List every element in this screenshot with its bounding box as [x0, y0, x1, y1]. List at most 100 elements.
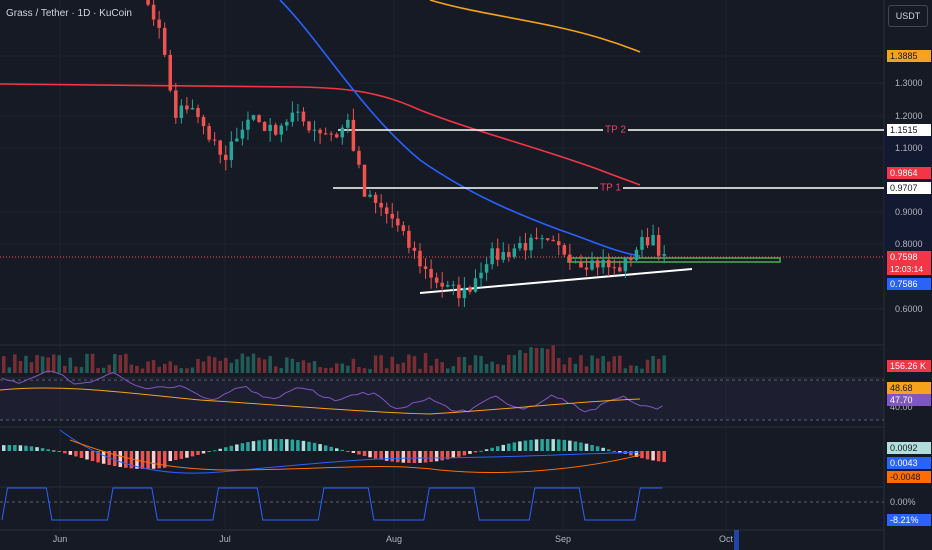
- macd-hist-bar: [179, 451, 184, 459]
- macd-hist-bar: [29, 446, 34, 451]
- candle-body: [279, 125, 283, 135]
- volume-bar: [224, 357, 228, 373]
- candle-body: [601, 259, 605, 268]
- volume-bar: [340, 363, 345, 373]
- volume-bar: [545, 348, 550, 373]
- symbol-title[interactable]: Grass / Tether · 1D · KuCoin: [6, 8, 132, 19]
- volume-bar: [606, 361, 611, 373]
- candle-body: [235, 138, 239, 142]
- last-price-badge: 0.7598: [887, 251, 931, 263]
- macd-hist-bar: [529, 439, 533, 451]
- volume-bar: [373, 355, 378, 373]
- macd-hist-bar: [384, 451, 389, 461]
- macd-hist-bar: [312, 442, 317, 451]
- macd-hist-bar: [662, 451, 666, 463]
- currency-button[interactable]: USDT: [888, 5, 928, 27]
- macd-hist-bar: [568, 440, 572, 451]
- candle-body: [185, 105, 189, 110]
- volume-bar: [190, 367, 195, 373]
- macd-hist-bar: [207, 451, 211, 452]
- candle-body: [662, 253, 666, 256]
- candle-body: [457, 284, 461, 299]
- rsi-level-label: 40.00: [890, 402, 913, 412]
- volume-bar: [74, 366, 78, 373]
- time-axis-label: Jun: [52, 534, 68, 544]
- candle-body: [584, 267, 589, 270]
- volume-bar: [174, 365, 178, 373]
- macd-hist-bar: [151, 451, 156, 469]
- macd-hist-bar: [340, 449, 345, 451]
- volume-bar: [573, 363, 578, 373]
- candle-body: [651, 234, 655, 246]
- volume-bar: [262, 359, 267, 373]
- volume-bar: [595, 358, 600, 373]
- ma-mid-badge: 0.9864: [887, 167, 931, 179]
- candle-body: [640, 237, 644, 250]
- volume-bar: [512, 355, 517, 373]
- macd-hist-bar: [240, 443, 245, 451]
- candle-body: [579, 261, 583, 268]
- volume-bar: [246, 356, 250, 373]
- volume-bar: [518, 350, 522, 373]
- candle-body: [623, 257, 628, 272]
- candle-body: [218, 140, 222, 155]
- candle-body: [396, 218, 400, 226]
- ma-long-line: [429, 0, 641, 53]
- macd-hist-bar: [656, 451, 661, 462]
- volume-bar: [235, 359, 239, 373]
- macd-hist-bar: [96, 451, 100, 463]
- volume-bar: [13, 354, 17, 373]
- volume-bar: [457, 356, 461, 373]
- macd-hist-bar: [479, 450, 483, 452]
- macd-hist-bar: [124, 451, 128, 468]
- candle-body: [335, 134, 339, 138]
- macd-hist-bar: [446, 451, 450, 460]
- support-zone: [567, 257, 781, 263]
- macd-hist-bar: [590, 444, 594, 451]
- candle-body: [423, 266, 428, 269]
- macd-hist-bar: [423, 451, 428, 463]
- volume-bar: [318, 367, 322, 373]
- volume-bar: [407, 354, 411, 373]
- time-axis-label: Sep: [554, 534, 572, 544]
- macd-hist-bar: [523, 440, 528, 451]
- volume-bar: [63, 365, 67, 373]
- macd-hist-bar: [218, 448, 222, 451]
- volume-bar: [307, 362, 311, 373]
- candle-body: [412, 247, 417, 251]
- macd-hist-bar: [645, 451, 650, 460]
- volume-bar: [196, 358, 200, 373]
- macd-hist-bar: [190, 451, 195, 457]
- candle-body: [468, 287, 472, 292]
- macd-hist-bar: [174, 451, 178, 461]
- volume-bar: [201, 361, 206, 373]
- volume-bar: [557, 357, 561, 373]
- volume-bar: [118, 355, 123, 373]
- volume-bar: [68, 357, 73, 373]
- volume-bar: [656, 358, 661, 373]
- candle-body: [212, 139, 217, 141]
- volume-bar: [79, 366, 84, 373]
- macd-hist-bar: [368, 451, 372, 458]
- macd-hist-bar: [329, 446, 333, 451]
- countdown-badge: 12:03:14: [887, 263, 931, 275]
- price-tick: 0.9000: [895, 207, 923, 217]
- volume-bar: [368, 368, 372, 373]
- tp2-label: TP 2: [603, 124, 628, 136]
- volume-bar: [362, 368, 367, 373]
- candle-body: [618, 267, 622, 272]
- volume-bar: [507, 354, 511, 373]
- ma-fast-badge: 0.7586: [887, 278, 931, 290]
- macd-hist-bar: [40, 448, 45, 451]
- candle-body: [634, 249, 639, 261]
- candle-body: [373, 194, 378, 203]
- candle-body: [446, 284, 450, 287]
- volume-bar: [207, 356, 211, 373]
- candle-body: [146, 0, 150, 5]
- macd-hist-bar: [629, 451, 633, 456]
- macd-hist-bar: [146, 451, 150, 469]
- candle-body: [440, 282, 444, 287]
- macd-hist-bar: [606, 449, 611, 451]
